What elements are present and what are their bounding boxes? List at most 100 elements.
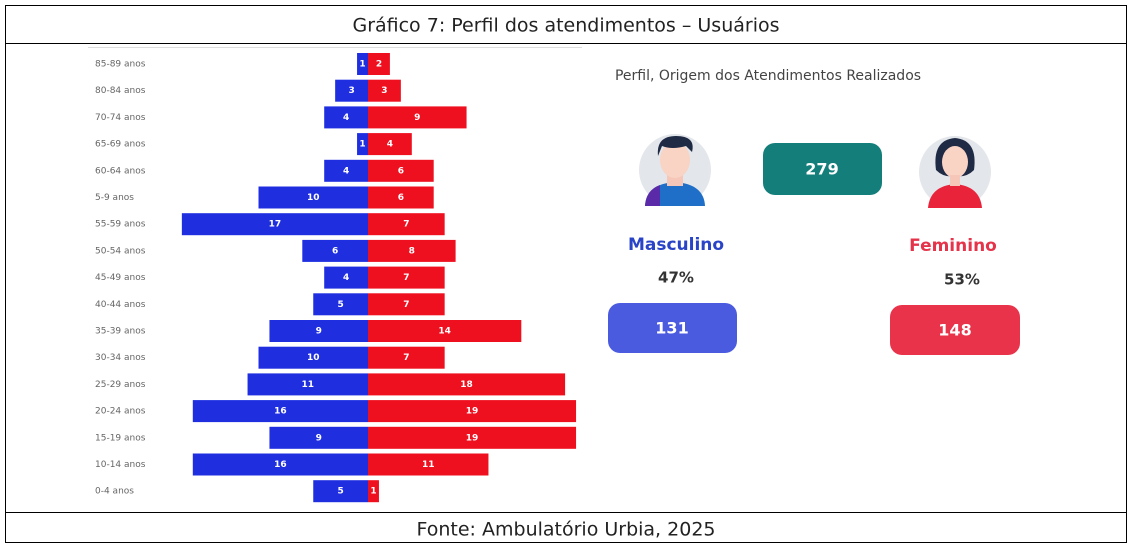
value-label: 9 (316, 327, 322, 337)
value-label: 1 (359, 60, 365, 70)
value-label: 11 (422, 460, 435, 470)
value-label: 2 (376, 60, 382, 70)
value-label: 17 (269, 220, 282, 230)
bar (368, 213, 445, 236)
category-label: 35-39 anos (95, 327, 146, 337)
bar (368, 159, 434, 182)
value-label: 10 (307, 193, 320, 203)
bar (324, 266, 368, 289)
category-label: 5-9 anos (95, 193, 134, 203)
bar (269, 426, 368, 449)
bar (368, 346, 445, 369)
female-avatar (919, 136, 991, 208)
category-label: 85-89 anos (95, 60, 146, 70)
value-label: 7 (403, 273, 409, 283)
value-label: 19 (466, 407, 479, 417)
panel-title: Perfil, Origem dos Atendimentos Realizad… (615, 68, 921, 84)
bar (368, 266, 445, 289)
category-label: 30-34 anos (95, 353, 146, 363)
category-label: 45-49 anos (95, 273, 146, 283)
category-label: 60-64 anos (95, 166, 146, 176)
male-avatar (639, 134, 711, 206)
value-label: 6 (398, 166, 404, 176)
value-label: 9 (414, 113, 420, 123)
bar (181, 213, 368, 236)
bar (357, 53, 368, 75)
bar (192, 400, 368, 423)
bar (335, 79, 368, 102)
value-label: 7 (403, 353, 409, 363)
value-label: 16 (274, 460, 287, 470)
value-label: 4 (343, 273, 349, 283)
category-label: 65-69 anos (95, 140, 146, 150)
total-box (763, 143, 882, 195)
caption: Gráfico 7: Perfil dos atendimentos – Usu… (352, 15, 779, 37)
value-label: 5 (337, 300, 343, 310)
bar (269, 320, 368, 342)
category-label: 25-29 anos (95, 380, 146, 390)
male-count: 131 (655, 319, 688, 338)
bar (258, 346, 368, 369)
value-label: 5 (337, 487, 343, 497)
category-label: 50-54 anos (95, 246, 146, 256)
bar (368, 133, 412, 156)
bar (368, 186, 434, 209)
value-label: 3 (381, 86, 387, 96)
bar (368, 453, 489, 476)
bar (368, 53, 390, 75)
value-label: 4 (387, 140, 393, 150)
bar (324, 159, 368, 182)
bar (368, 480, 379, 503)
category-label: 55-59 anos (95, 220, 146, 230)
value-label: 16 (274, 407, 287, 417)
source: Fonte: Ambulatório Urbia, 2025 (417, 519, 716, 541)
pyramid: 85-89 anos 1 2 80-84 anos 3 3 70-74 anos 4 9 65-6… (95, 53, 577, 503)
value-label: 1 (370, 487, 376, 497)
category-label: 20-24 anos (95, 407, 146, 417)
bar (368, 293, 445, 316)
bar (368, 400, 577, 423)
category-label: 15-19 anos (95, 433, 146, 443)
value-label: 14 (438, 327, 451, 337)
bar (368, 106, 467, 129)
category-label: 40-44 anos (95, 300, 146, 310)
category-label: 0-4 anos (95, 487, 134, 497)
value-label: 1 (359, 140, 365, 150)
value-label: 7 (403, 220, 409, 230)
bar (368, 426, 577, 449)
bar (258, 186, 368, 209)
value-label: 4 (343, 166, 349, 176)
bar (192, 453, 368, 476)
bar (368, 373, 566, 396)
value-label: 10 (307, 353, 320, 363)
male-percent: 47% (658, 269, 694, 287)
bar (357, 133, 368, 156)
category-label: 70-74 anos (95, 113, 146, 123)
value-label: 18 (460, 380, 473, 390)
bar (313, 480, 368, 503)
bar (247, 373, 368, 396)
male-label: Masculino (628, 235, 724, 255)
male-box (608, 303, 737, 353)
female-label: Feminino (909, 236, 997, 256)
bar (368, 79, 401, 102)
value-label: 19 (466, 433, 479, 443)
bar (302, 239, 368, 262)
female-percent: 53% (944, 271, 980, 289)
female-count: 148 (938, 321, 971, 340)
value-label: 11 (302, 380, 315, 390)
bar (324, 106, 368, 129)
value-label: 9 (316, 433, 322, 443)
value-label: 7 (403, 300, 409, 310)
value-label: 4 (343, 113, 349, 123)
bar (368, 239, 456, 262)
bar (313, 293, 368, 316)
category-label: 80-84 anos (95, 86, 146, 96)
value-label: 6 (398, 193, 404, 203)
value-label: 8 (409, 246, 415, 256)
frame (5, 5, 1127, 543)
category-label: 10-14 anos (95, 460, 146, 470)
female-box (890, 305, 1020, 355)
total: 279 (805, 160, 838, 179)
